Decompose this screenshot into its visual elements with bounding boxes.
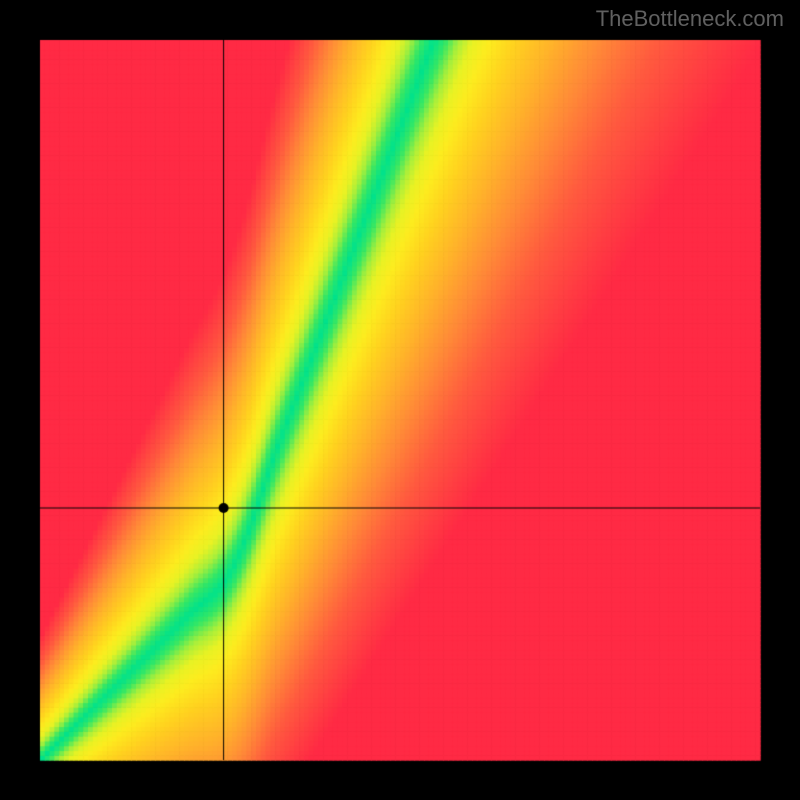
watermark-text: TheBottleneck.com xyxy=(596,6,784,32)
bottleneck-heatmap xyxy=(0,0,800,800)
